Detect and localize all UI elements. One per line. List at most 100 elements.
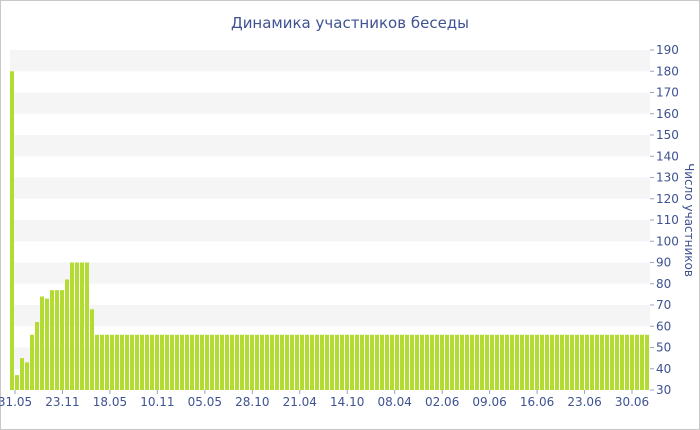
- x-axis-ticks: 31.05 23.11 18.05 10.11 05.05 28.10 21.04 14.10…: [0, 390, 649, 409]
- bar: [380, 334, 384, 390]
- bar: [450, 334, 454, 390]
- bar: [440, 334, 444, 390]
- grid-band: [10, 92, 650, 114]
- bar: [325, 334, 329, 390]
- bar: [165, 334, 169, 390]
- x-tick-label: 10.11: [140, 395, 174, 409]
- y-tick-label: 50: [656, 341, 671, 355]
- grid-band: [10, 262, 650, 284]
- bar: [220, 334, 224, 390]
- bar: [590, 334, 594, 390]
- bar: [85, 262, 89, 390]
- bar: [65, 279, 69, 390]
- bar: [575, 334, 579, 390]
- bar: [295, 334, 299, 390]
- bar: [120, 334, 124, 390]
- bar: [225, 334, 229, 390]
- bar: [110, 334, 114, 390]
- bar: [70, 262, 74, 390]
- bar: [375, 334, 379, 390]
- bar: [580, 334, 584, 390]
- bar: [115, 334, 119, 390]
- bar: [135, 334, 139, 390]
- bar: [90, 309, 94, 390]
- bar: [600, 334, 604, 390]
- y-tick-label: 190: [656, 43, 679, 57]
- y-tick-label: 140: [656, 149, 679, 163]
- y-tick-label: 90: [656, 256, 671, 270]
- bar: [465, 334, 469, 390]
- bar: [540, 334, 544, 390]
- bar: [495, 334, 499, 390]
- bar: [50, 290, 54, 391]
- x-tick-label: 02.06: [425, 395, 459, 409]
- y-tick-label: 40: [656, 362, 671, 376]
- y-tick-label: 100: [656, 234, 679, 248]
- bar: [25, 362, 29, 391]
- bar: [215, 334, 219, 390]
- bar: [255, 334, 259, 390]
- bar: [265, 334, 269, 390]
- bar: [125, 334, 129, 390]
- bar: [195, 334, 199, 390]
- bar: [170, 334, 174, 390]
- y-tick-label: 130: [656, 171, 679, 185]
- bar: [330, 334, 334, 390]
- bar: [285, 334, 289, 390]
- bar: [615, 334, 619, 390]
- x-tick-label: 09.06: [472, 395, 506, 409]
- y-tick-label: 170: [656, 86, 679, 100]
- bar: [605, 334, 609, 390]
- bar: [190, 334, 194, 390]
- bar: [640, 334, 644, 390]
- y-tick-label: 180: [656, 64, 679, 78]
- grid-band: [10, 283, 650, 305]
- bar: [335, 334, 339, 390]
- bar: [240, 334, 244, 390]
- bar: [535, 334, 539, 390]
- bar: [480, 334, 484, 390]
- bar: [40, 296, 44, 390]
- bar: [350, 334, 354, 390]
- bar: [45, 298, 49, 391]
- bar: [130, 334, 134, 390]
- bar: [390, 334, 394, 390]
- bar: [635, 334, 639, 390]
- bar: [80, 262, 84, 390]
- bar: [235, 334, 239, 390]
- x-tick-label: 23.06: [567, 395, 601, 409]
- bar: [100, 334, 104, 390]
- bar: [270, 334, 274, 390]
- bar: [310, 334, 314, 390]
- bar: [435, 334, 439, 390]
- bar: [315, 334, 319, 390]
- bar: [610, 334, 614, 390]
- bar: [430, 334, 434, 390]
- grid-band: [10, 177, 650, 199]
- grid-band: [10, 71, 650, 93]
- bar: [560, 334, 564, 390]
- bar: [150, 334, 154, 390]
- bar: [620, 334, 624, 390]
- bar: [355, 334, 359, 390]
- grid-band: [10, 50, 650, 72]
- x-tick-label: 16.06: [520, 395, 554, 409]
- y-tick-label: 110: [656, 213, 679, 227]
- x-tick-label: 31.05: [0, 395, 32, 409]
- bar: [280, 334, 284, 390]
- bar: [340, 334, 344, 390]
- bar: [415, 334, 419, 390]
- bar: [300, 334, 304, 390]
- bar: [305, 334, 309, 390]
- x-tick-label: 30.06: [615, 395, 649, 409]
- x-tick-label: 18.05: [93, 395, 127, 409]
- bar: [160, 334, 164, 390]
- bar: [180, 334, 184, 390]
- bar: [595, 334, 599, 390]
- bar: [525, 334, 529, 390]
- bar: [75, 262, 79, 390]
- bar: [105, 334, 109, 390]
- bar: [385, 334, 389, 390]
- bar: [460, 334, 464, 390]
